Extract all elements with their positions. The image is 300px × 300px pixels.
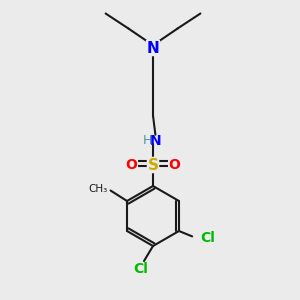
Text: Cl: Cl [200, 231, 215, 244]
Text: Cl: Cl [134, 262, 148, 276]
Text: S: S [148, 158, 158, 172]
Text: O: O [125, 158, 137, 172]
Text: N: N [150, 134, 161, 148]
Text: N: N [147, 40, 159, 56]
Text: H: H [142, 134, 152, 148]
Text: CH₃: CH₃ [89, 184, 108, 194]
Text: O: O [169, 158, 181, 172]
